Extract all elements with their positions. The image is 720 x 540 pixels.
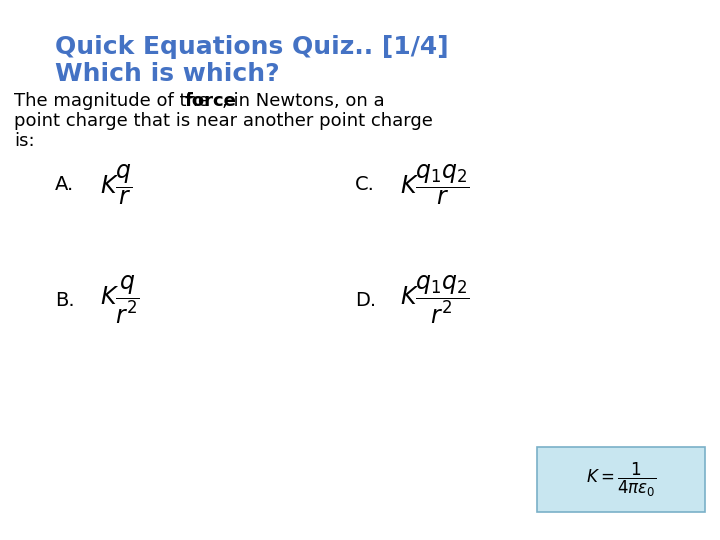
Text: Quick Equations Quiz.. [1/4]: Quick Equations Quiz.. [1/4] xyxy=(55,35,449,59)
Text: $K\dfrac{q_1 q_2}{r^2}$: $K\dfrac{q_1 q_2}{r^2}$ xyxy=(400,274,470,326)
Text: Which is which?: Which is which? xyxy=(55,62,279,86)
FancyBboxPatch shape xyxy=(537,447,705,512)
Text: A.: A. xyxy=(55,176,74,194)
Text: is:: is: xyxy=(14,132,35,150)
Text: point charge that is near another point charge: point charge that is near another point … xyxy=(14,112,433,130)
Text: B.: B. xyxy=(55,291,75,309)
Text: force: force xyxy=(185,92,237,110)
Text: , in Newtons, on a: , in Newtons, on a xyxy=(222,92,384,110)
Text: $K\dfrac{q_1 q_2}{r}$: $K\dfrac{q_1 q_2}{r}$ xyxy=(400,163,470,207)
Text: $K\dfrac{q}{r}$: $K\dfrac{q}{r}$ xyxy=(100,163,132,207)
Text: $K\dfrac{q}{r^2}$: $K\dfrac{q}{r^2}$ xyxy=(100,274,140,326)
Text: D.: D. xyxy=(355,291,376,309)
Text: C.: C. xyxy=(355,176,375,194)
Text: $K = \dfrac{1}{4\pi\varepsilon_0}$: $K = \dfrac{1}{4\pi\varepsilon_0}$ xyxy=(585,461,657,498)
Text: The magnitude of the: The magnitude of the xyxy=(14,92,215,110)
